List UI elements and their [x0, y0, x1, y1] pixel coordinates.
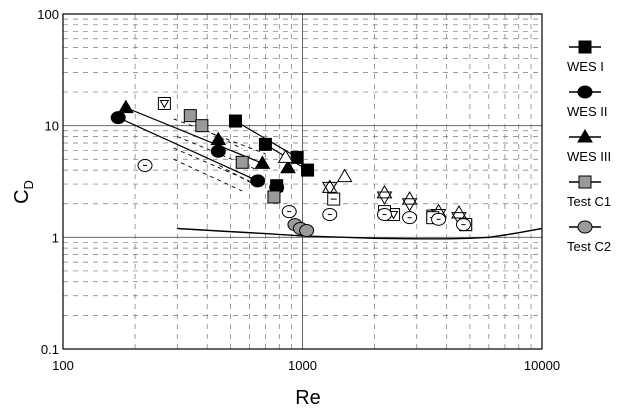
data-point-open-circle-dot — [323, 209, 337, 221]
data-point-square — [291, 151, 303, 163]
legend-label: WES III — [567, 149, 611, 164]
data-point-open-circle-dot — [456, 219, 470, 231]
data-point-circle — [300, 225, 314, 237]
legend-marker — [579, 176, 591, 188]
tick-labels: 100 1000 10000 0.1 1 10 100 — [37, 7, 560, 373]
x-tick-label: 1000 — [288, 358, 317, 373]
x-tick-label: 100 — [52, 358, 74, 373]
y-axis-label: CD — [11, 180, 36, 204]
y-tick-label: 0.1 — [41, 342, 59, 357]
dashed-trend-line — [174, 159, 243, 191]
y-axis-label-main: C — [11, 189, 33, 203]
legend-label: Test C1 — [567, 194, 611, 209]
y-tick-label: 1 — [52, 230, 59, 245]
grid — [63, 14, 542, 349]
legend-marker — [578, 86, 592, 98]
data-point-open-circle-dot — [378, 209, 392, 221]
data-point-square — [302, 164, 314, 176]
data-point-square — [196, 120, 208, 132]
data-point-circle — [111, 112, 125, 124]
data-point-open-circle-dot — [282, 206, 296, 218]
legend-marker — [579, 41, 591, 53]
data-point-open-circle-dot — [403, 212, 417, 224]
y-tick-label: 10 — [45, 119, 59, 134]
x-axis-label: Re — [295, 387, 321, 409]
x-tick-label: 10000 — [524, 358, 560, 373]
y-tick-label: 100 — [37, 7, 59, 22]
data-point-circle — [211, 145, 225, 157]
data-point-square — [268, 191, 280, 203]
legend-marker — [578, 130, 592, 142]
data-point-triangle — [255, 156, 269, 168]
data-point-open-square-triangle — [158, 97, 170, 109]
data-point-square — [259, 138, 271, 150]
data-point-circle — [251, 175, 265, 187]
data-point-open-square — [328, 193, 340, 205]
legend-label: WES I — [567, 59, 604, 74]
y-axis-label-sub: D — [21, 180, 36, 189]
data-point-open-circle-dot — [138, 159, 152, 171]
legend-label: WES II — [567, 104, 607, 119]
data-point-triangle — [119, 101, 133, 113]
legend: WES I WES II WES III Test C1 Test C2 — [567, 41, 611, 254]
data-point-square — [236, 156, 248, 168]
data-point-open-circle-dot — [432, 213, 446, 225]
data-point-open-triangle — [338, 170, 352, 182]
legend-marker — [578, 221, 592, 233]
data-point-square — [229, 115, 241, 127]
legend-label: Test C2 — [567, 239, 611, 254]
data-point-open-triangle — [279, 150, 293, 162]
data-point-square — [184, 110, 196, 122]
